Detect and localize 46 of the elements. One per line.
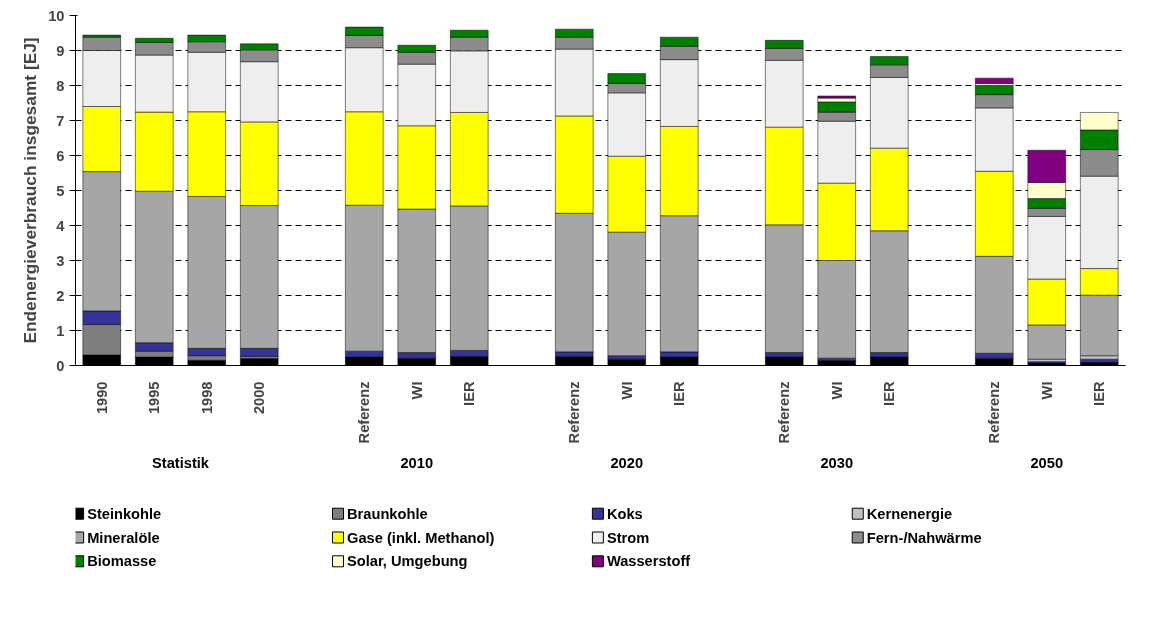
x-tick-label: WI	[408, 381, 425, 400]
y-tick-label: 10	[48, 7, 65, 24]
x-tick-label: IER	[881, 381, 898, 406]
x-tick-label: 1990	[93, 381, 110, 415]
y-axis-title: Endenergieverbrauch insgesamt [EJ]	[20, 37, 41, 344]
bar	[817, 95, 856, 99]
x-tick-label: 2000	[251, 381, 268, 415]
x-tick-label: WI	[1038, 381, 1055, 400]
y-tick-label: 3	[56, 252, 65, 269]
bar	[975, 77, 1014, 84]
x-tick-label: IER	[671, 381, 688, 406]
legend-label: Gase (inkl. Methanol)	[347, 529, 495, 546]
x-tick-label: WI	[618, 381, 635, 400]
legend-label: Fern-/Nahwärme	[866, 529, 982, 546]
y-tick-label: 2	[56, 287, 65, 304]
y-tick-label: 4	[56, 217, 66, 234]
y-tick-label: 8	[56, 77, 65, 94]
x-tick-label: IER	[461, 381, 478, 406]
y-tick-label: 7	[56, 112, 65, 129]
legend-label: Steinkohle	[87, 505, 162, 522]
text: Statistik	[151, 455, 210, 472]
legend-label: Kernenergie	[866, 505, 953, 522]
text: 2030	[820, 455, 854, 472]
x-tick-label: Referenz	[986, 381, 1003, 444]
x-tick-label: IER	[1091, 381, 1108, 406]
x-tick-label: Referenz	[356, 381, 373, 444]
x-tick-label: WI	[828, 381, 845, 400]
y-tick-label: 0	[56, 357, 65, 374]
y-tick-label: 6	[56, 147, 65, 164]
x-tick-label: Referenz	[566, 381, 583, 444]
legend-label: Wasserstoff	[606, 553, 691, 570]
text: 2020	[610, 455, 644, 472]
y-tick-label: 9	[56, 42, 65, 59]
text: 2010	[400, 455, 434, 472]
legend-label: Solar, Umgebung	[347, 553, 468, 570]
y-tick-label: 1	[56, 322, 65, 339]
x-tick-label: 1998	[198, 381, 215, 415]
legend-label: Biomasse	[87, 553, 157, 570]
legend-label: Braunkohle	[347, 505, 428, 522]
legend-label: Koks	[606, 505, 643, 522]
text: 2050	[1030, 455, 1064, 472]
x-tick-label: Referenz	[776, 381, 793, 444]
y-tick-label: 5	[56, 182, 65, 199]
legend-label: Strom	[606, 529, 650, 546]
x-tick-label: 1995	[146, 381, 163, 415]
legend-label: Mineralöle	[87, 529, 160, 546]
